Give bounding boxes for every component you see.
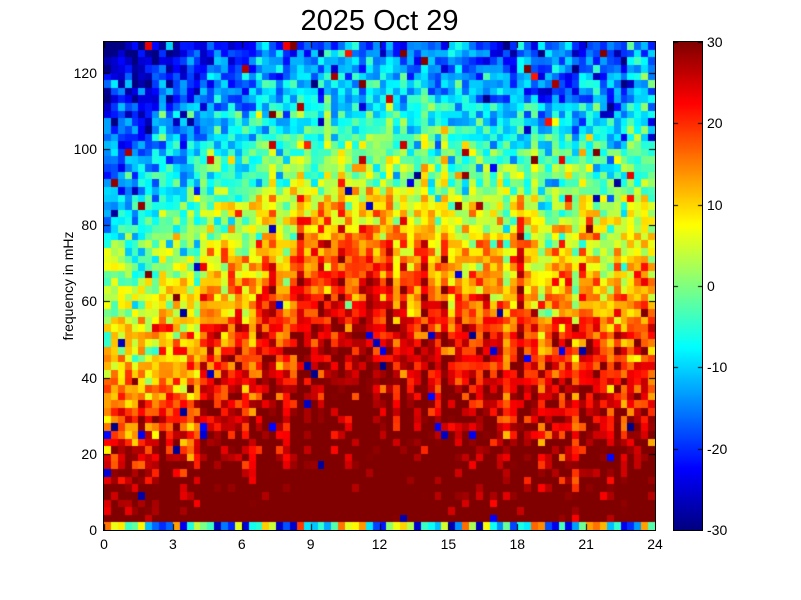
- y-axis-label: frequency in mHz: [60, 231, 76, 341]
- x-tick-label: 6: [237, 536, 246, 552]
- x-tick-label: 0: [100, 536, 108, 552]
- x-tick-label: 18: [509, 536, 526, 552]
- x-tick-label: 24: [647, 536, 663, 552]
- y-tick-label: 80: [81, 217, 97, 233]
- colorbar-tick-label: 30: [707, 34, 723, 50]
- x-tick-label: 15: [440, 536, 457, 552]
- colorbar-frame: [673, 41, 703, 531]
- y-tick-label: 0: [89, 522, 97, 538]
- plot-frame: [103, 41, 656, 531]
- chart-title: 2025 Oct 29: [300, 5, 459, 37]
- colorbar-tick-label: -10: [707, 359, 728, 376]
- colorbar-tick-label: 10: [707, 196, 723, 213]
- colorbar-tick-label: 0: [707, 278, 715, 294]
- y-tick-label: 40: [81, 369, 97, 386]
- y-tick-label: 120: [73, 64, 97, 81]
- y-tick-label: 100: [73, 140, 97, 157]
- colorbar-tick-label: -30: [707, 522, 728, 538]
- y-tick-label: 60: [81, 293, 97, 310]
- colorbar-canvas: [674, 42, 702, 530]
- colorbar-tick-label: 20: [707, 115, 723, 132]
- x-tick-label: 3: [168, 536, 177, 552]
- x-tick-label: 9: [306, 536, 315, 552]
- spectrogram-canvas: [104, 42, 655, 530]
- x-tick-label: 12: [371, 536, 388, 552]
- y-tick-label: 20: [81, 445, 97, 462]
- colorbar-tick-label: -20: [707, 440, 728, 457]
- x-tick-label: 21: [578, 536, 594, 552]
